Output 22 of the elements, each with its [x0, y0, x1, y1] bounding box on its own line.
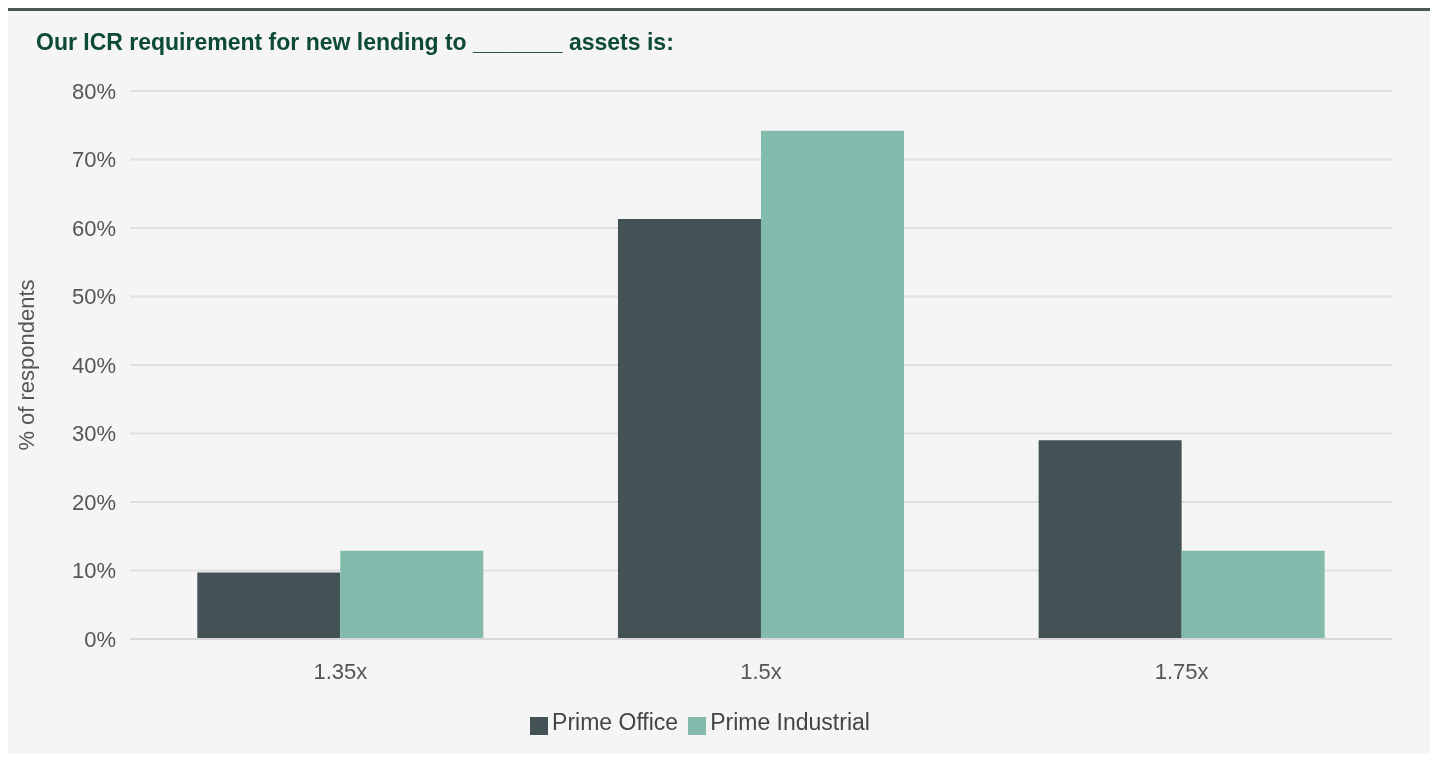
bar — [340, 550, 484, 639]
x-tick-label: 1.75x — [1154, 658, 1209, 684]
bar — [1181, 550, 1325, 639]
y-tick-label: 20% — [71, 489, 116, 515]
bar — [760, 130, 904, 639]
legend-label: Prime Industrial — [710, 709, 870, 735]
y-tick-label: 80% — [71, 78, 116, 104]
y-tick-label: 50% — [71, 284, 116, 310]
y-tick-label: 70% — [71, 147, 116, 173]
y-tick-label: 60% — [71, 215, 116, 241]
bar — [617, 219, 761, 639]
y-tick-label: 10% — [71, 558, 116, 584]
x-tick-label: 1.5x — [740, 658, 782, 684]
bar — [1038, 440, 1182, 639]
y-axis-title: % of respondents — [13, 279, 39, 451]
y-tick-label: 40% — [71, 352, 116, 378]
x-tick-label: 1.35x — [313, 658, 368, 684]
y-tick-label: 0% — [84, 626, 116, 652]
y-tick-label: 30% — [71, 421, 116, 447]
chart-title: Our ICR requirement for new lending to _______ assets is: — [35, 28, 675, 56]
legend-label: Prime Office — [552, 709, 679, 735]
bar — [197, 572, 341, 639]
